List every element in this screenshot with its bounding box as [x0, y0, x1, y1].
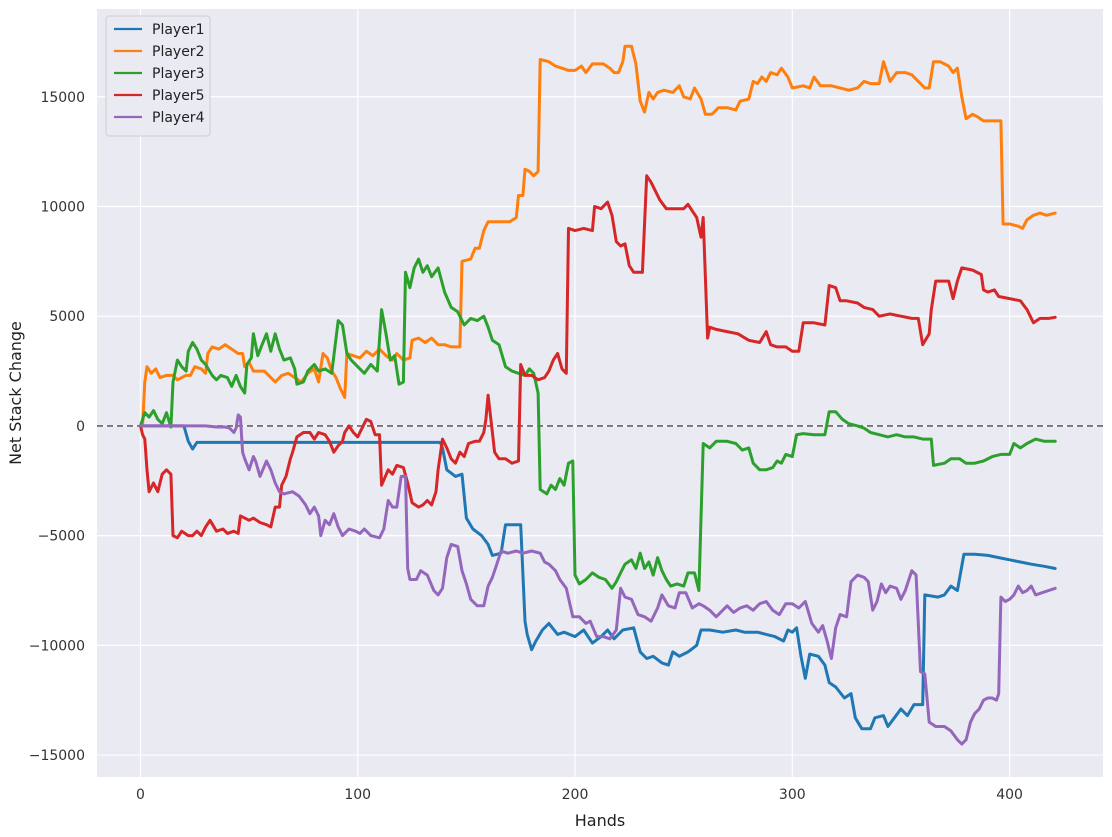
- x-tick-label: 300: [779, 787, 806, 803]
- x-axis-title: Hands: [575, 811, 625, 830]
- legend-label: Player4: [152, 110, 205, 126]
- series-line-player4: [139, 413, 1057, 746]
- y-tick-label: −5000: [38, 529, 85, 545]
- series-line-player5: [139, 174, 1057, 540]
- series-line-player1: [139, 424, 1057, 731]
- plot-area: [97, 9, 1103, 777]
- series-line-player3: [139, 257, 1057, 592]
- y-tick-label: 10000: [40, 199, 85, 215]
- legend-label: Player5: [152, 88, 204, 104]
- x-tick-label: 0: [136, 787, 145, 803]
- legend-label: Player3: [152, 66, 204, 82]
- legend-label: Player2: [152, 44, 204, 60]
- y-tick-label: −10000: [29, 638, 85, 654]
- y-tick-label: 15000: [40, 90, 85, 106]
- y-tick-label: 0: [76, 419, 85, 435]
- legend-box: [105, 15, 211, 137]
- y-axis-title: Net Stack Change: [6, 321, 25, 465]
- x-tick-label: 400: [996, 787, 1023, 803]
- series-line-player2: [139, 44, 1057, 428]
- y-tick-label: 5000: [49, 309, 85, 325]
- x-tick-label: 100: [344, 787, 371, 803]
- tick-labels: 0 100 200 300 400 −15000 −10000 −5000 0 5000 10000…: [29, 90, 1023, 803]
- series-lines: [139, 44, 1057, 746]
- y-tick-label: −15000: [29, 748, 85, 764]
- legend: Player1 Player2 Player3 Player5 Player4: [105, 15, 211, 137]
- x-tick-label: 200: [562, 787, 589, 803]
- legend-label: Player1: [152, 22, 204, 38]
